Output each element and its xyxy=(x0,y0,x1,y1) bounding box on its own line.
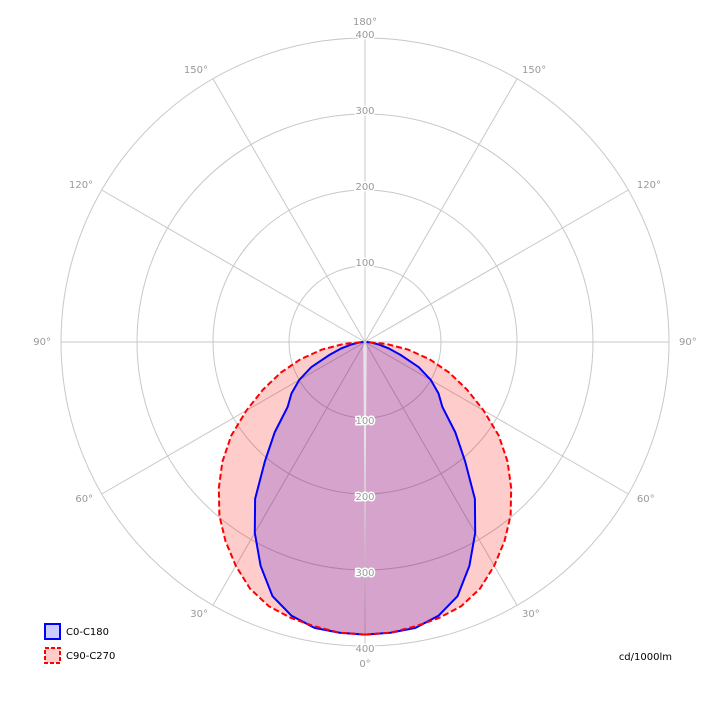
r-tick-label: 200 xyxy=(355,182,374,193)
grid-spoke xyxy=(101,341,366,495)
r-tick-label: 300 xyxy=(355,568,374,579)
series-line xyxy=(217,341,366,636)
angle-label: 30° xyxy=(190,609,208,620)
legend-label: C90-C270 xyxy=(66,651,115,662)
angle-label: 120° xyxy=(637,180,661,191)
angle-label: 90° xyxy=(679,337,697,348)
series-area xyxy=(218,342,365,635)
r-tick-label: 200 xyxy=(355,492,374,503)
angle-label: 60° xyxy=(637,494,655,505)
grid-spoke xyxy=(364,189,629,343)
angle-label: 30° xyxy=(522,609,540,620)
series-area xyxy=(365,342,512,635)
angle-label: 180° xyxy=(353,17,377,28)
angle-label: 0° xyxy=(359,659,370,670)
r-tick-label: 400 xyxy=(355,30,374,41)
unit-label: cd/1000lm xyxy=(619,652,672,663)
series-area xyxy=(365,342,476,635)
angle-label: 60° xyxy=(75,494,93,505)
grid-spoke xyxy=(101,189,366,343)
angle-label: 150° xyxy=(522,65,546,76)
r-tick-label: 100 xyxy=(355,258,374,269)
series-line xyxy=(253,341,366,636)
grid-spoke xyxy=(212,341,366,606)
series-area xyxy=(254,342,365,635)
grid-spoke xyxy=(364,341,518,606)
series-line xyxy=(364,341,513,636)
grid-spoke xyxy=(364,341,629,495)
r-tick-label: 100 xyxy=(355,416,374,427)
r-tick-label: 400 xyxy=(355,644,374,655)
angle-label: 120° xyxy=(69,180,93,191)
grid-spoke xyxy=(364,78,518,343)
angle-label: 150° xyxy=(184,65,208,76)
r-tick-label: 300 xyxy=(355,106,374,117)
angle-label: 90° xyxy=(33,337,51,348)
legend-label: C0-C180 xyxy=(66,627,109,638)
grid-spoke xyxy=(212,78,366,343)
legend-swatch xyxy=(44,647,61,664)
legend-swatch xyxy=(44,623,61,640)
series-line xyxy=(364,341,477,636)
